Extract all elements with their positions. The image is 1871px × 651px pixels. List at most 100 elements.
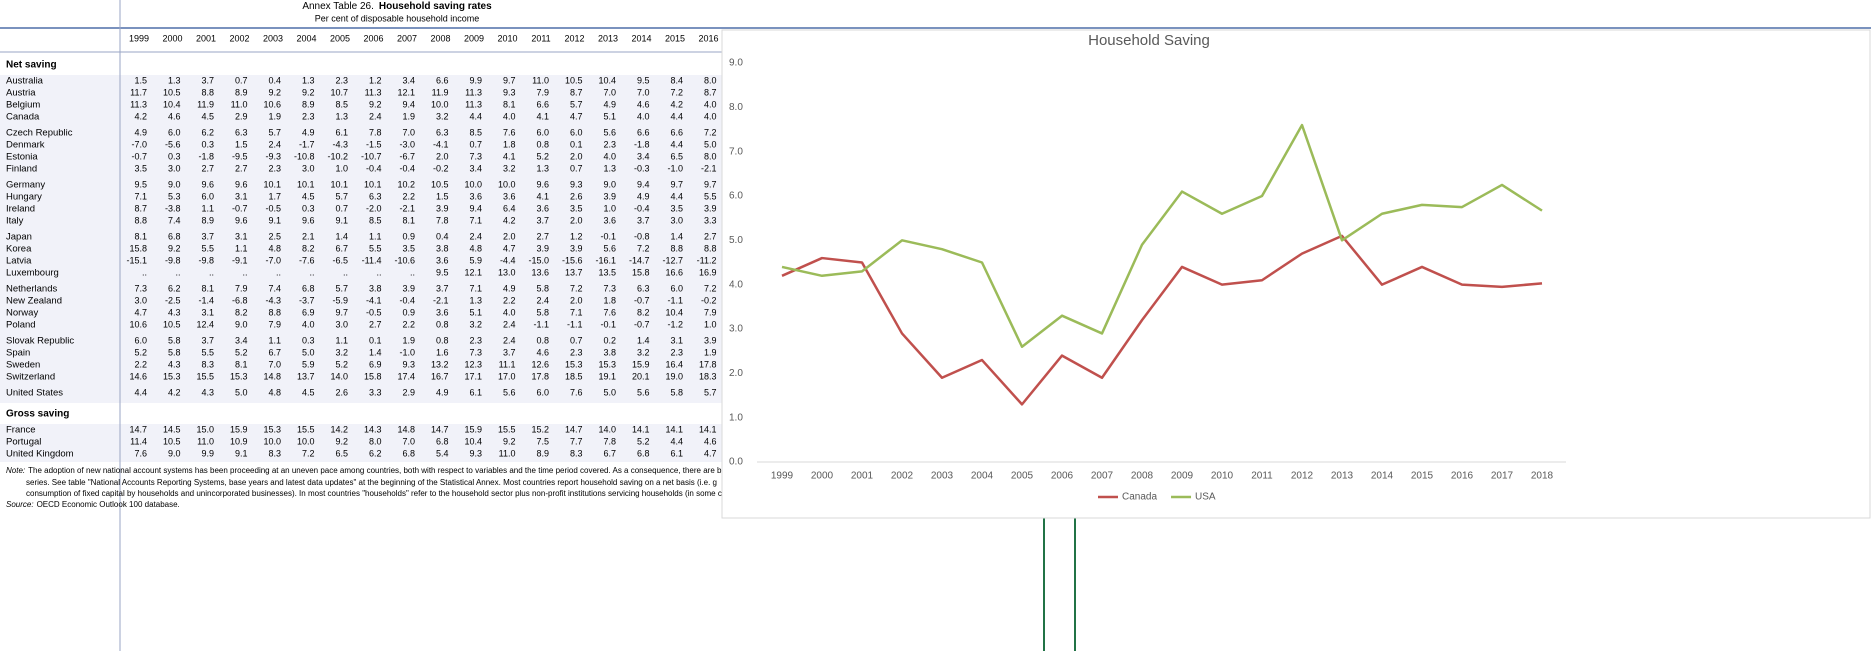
cell: 7.8 <box>436 215 449 225</box>
cell: 4.1 <box>503 151 516 161</box>
column-header: 2009 <box>464 33 484 43</box>
cell: 3.0 <box>670 215 683 225</box>
table-subtitle: Per cent of disposable household income <box>315 13 480 23</box>
cell: 2.4 <box>536 295 549 305</box>
cell: 3.4 <box>637 151 650 161</box>
y-tick-label: 7.0 <box>729 146 743 157</box>
cell: 7.0 <box>603 87 616 97</box>
cell: 7.3 <box>603 283 616 293</box>
cell: -0.7 <box>131 151 147 161</box>
cell: -7.0 <box>131 139 147 149</box>
chart[interactable]: Household Saving 0.0 1.0 2.0 3.0 4.0 5.0 6.0 7.… <box>721 29 1871 519</box>
cell: 14.7 <box>565 424 583 434</box>
cell: 11.7 <box>130 87 147 97</box>
y-tick-label: 5.0 <box>729 235 743 246</box>
cell: 3.1 <box>235 231 248 241</box>
cell: 14.3 <box>364 424 382 434</box>
cell: 4.7 <box>570 111 583 121</box>
y-tick-label: 9.0 <box>729 58 743 69</box>
cell: 7.3 <box>134 283 147 293</box>
cell: 3.7 <box>503 347 516 357</box>
cell: 7.1 <box>570 307 583 317</box>
cell: 9.5 <box>637 75 650 85</box>
cell: 7.0 <box>402 127 415 137</box>
cell: 4.9 <box>436 387 449 397</box>
cell: 3.8 <box>369 283 382 293</box>
cell: 10.4 <box>163 99 181 109</box>
row-label: Ireland <box>6 204 35 215</box>
x-tick-label: 2002 <box>891 471 914 482</box>
cell: 15.8 <box>632 267 650 277</box>
y-tick-label: 6.0 <box>729 191 743 202</box>
cell: -10.8 <box>294 151 315 161</box>
cell: -0.4 <box>366 163 382 173</box>
cell: 9.4 <box>637 179 650 189</box>
cell: .. <box>410 267 415 277</box>
cell: 4.1 <box>536 111 549 121</box>
cell: -0.3 <box>634 163 650 173</box>
cell: 10.6 <box>129 319 147 329</box>
cell: 15.9 <box>230 424 248 434</box>
cell: 3.9 <box>402 283 415 293</box>
x-tick-label: 2007 <box>1091 471 1114 482</box>
cell: 6.1 <box>335 127 348 137</box>
cell: 2.3 <box>268 163 281 173</box>
cell: 7.2 <box>704 283 717 293</box>
cell: 9.7 <box>704 179 717 189</box>
cell: -4.3 <box>332 139 348 149</box>
cell: -1.4 <box>198 295 214 305</box>
cell: -1.8 <box>198 151 214 161</box>
cell: 10.0 <box>263 436 281 446</box>
cell: 1.8 <box>603 295 616 305</box>
cell: -1.1 <box>533 319 549 329</box>
cell: 0.3 <box>168 151 181 161</box>
cell: 3.0 <box>335 319 348 329</box>
cell: 3.6 <box>436 307 449 317</box>
cell: -15.0 <box>528 255 549 265</box>
cell: 7.9 <box>268 319 281 329</box>
cell: 4.0 <box>704 111 717 121</box>
cell: 10.0 <box>464 179 482 189</box>
cell: 4.0 <box>503 111 516 121</box>
x-tick-label: 2017 <box>1491 471 1514 482</box>
cell: 3.3 <box>369 387 382 397</box>
cell: 4.5 <box>302 191 315 201</box>
cell: 1.9 <box>402 335 415 345</box>
cell: 5.2 <box>335 359 348 369</box>
column-header: 2010 <box>497 33 517 43</box>
cell: 5.8 <box>168 347 181 357</box>
cell: 15.3 <box>230 371 248 381</box>
cell: 4.4 <box>469 111 482 121</box>
cell: 9.0 <box>168 448 181 458</box>
cell: 3.0 <box>302 163 315 173</box>
cell: 8.1 <box>402 215 415 225</box>
cell: 9.2 <box>168 243 181 253</box>
x-tick-label: 2018 <box>1531 471 1554 482</box>
cell: -1.2 <box>667 319 683 329</box>
column-header: 2001 <box>196 33 216 43</box>
cell: 11.4 <box>130 436 147 446</box>
cell: 13.7 <box>297 371 315 381</box>
cell: 14.1 <box>699 424 717 434</box>
cell: -2.5 <box>165 295 181 305</box>
cell: 6.1 <box>469 387 482 397</box>
cell: 15.0 <box>196 424 214 434</box>
cell: 8.0 <box>369 436 382 446</box>
cell: 9.9 <box>469 75 482 85</box>
row-label: Netherlands <box>6 284 57 295</box>
cell: 12.6 <box>531 359 549 369</box>
cell: 10.1 <box>364 179 382 189</box>
cell: -2.1 <box>399 203 415 213</box>
cell: 1.0 <box>603 203 616 213</box>
cell: 7.2 <box>637 243 650 253</box>
cell: 9.2 <box>369 99 382 109</box>
cell: 2.7 <box>201 163 214 173</box>
cell: 15.5 <box>196 371 214 381</box>
cell: 1.1 <box>268 335 281 345</box>
cell: 7.1 <box>134 191 147 201</box>
cell: 13.6 <box>531 267 549 277</box>
row-label: Slovak Republic <box>6 336 74 347</box>
cell: 4.0 <box>603 151 616 161</box>
cell: 10.2 <box>397 179 415 189</box>
x-tick-label: 2008 <box>1131 471 1154 482</box>
